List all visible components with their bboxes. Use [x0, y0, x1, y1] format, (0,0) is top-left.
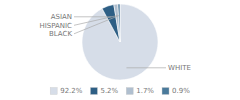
legend-item: 92.2% — [50, 87, 83, 95]
annotations: WHITE ASIANHISPANICBLACK — [39, 13, 190, 72]
legend-label: 1.7% — [136, 87, 154, 95]
slice — [118, 4, 120, 42]
legend-label: 0.9% — [172, 87, 190, 95]
slice — [114, 4, 120, 42]
slice — [102, 5, 120, 42]
slice — [82, 4, 158, 80]
callout-label: HISPANIC — [39, 22, 72, 30]
legend-label: 5.2% — [100, 87, 118, 95]
legend: 92.2% 5.2% 1.7% 0.9% — [50, 87, 190, 95]
callout-line — [126, 67, 166, 68]
chart: WHITE ASIANHISPANICBLACK 92.2% 5.2% 1.7% 0.9% — [0, 0, 240, 100]
legend-item: 1.7% — [126, 87, 154, 95]
pie — [82, 4, 158, 80]
callout-label: ASIAN — [51, 13, 72, 21]
callout-label: BLACK — [49, 30, 72, 38]
callout-line — [74, 16, 111, 17]
legend-swatch — [126, 88, 133, 95]
legend-item: 0.9% — [162, 87, 190, 95]
legend-item: 5.2% — [90, 87, 118, 95]
callout-line — [74, 15, 119, 33]
legend-swatch — [50, 88, 57, 95]
callout-line — [74, 16, 117, 26]
legend-swatch — [162, 88, 169, 95]
legend-label: 92.2% — [60, 87, 83, 95]
legend-swatch — [90, 88, 97, 95]
callout-label: WHITE — [168, 64, 191, 72]
